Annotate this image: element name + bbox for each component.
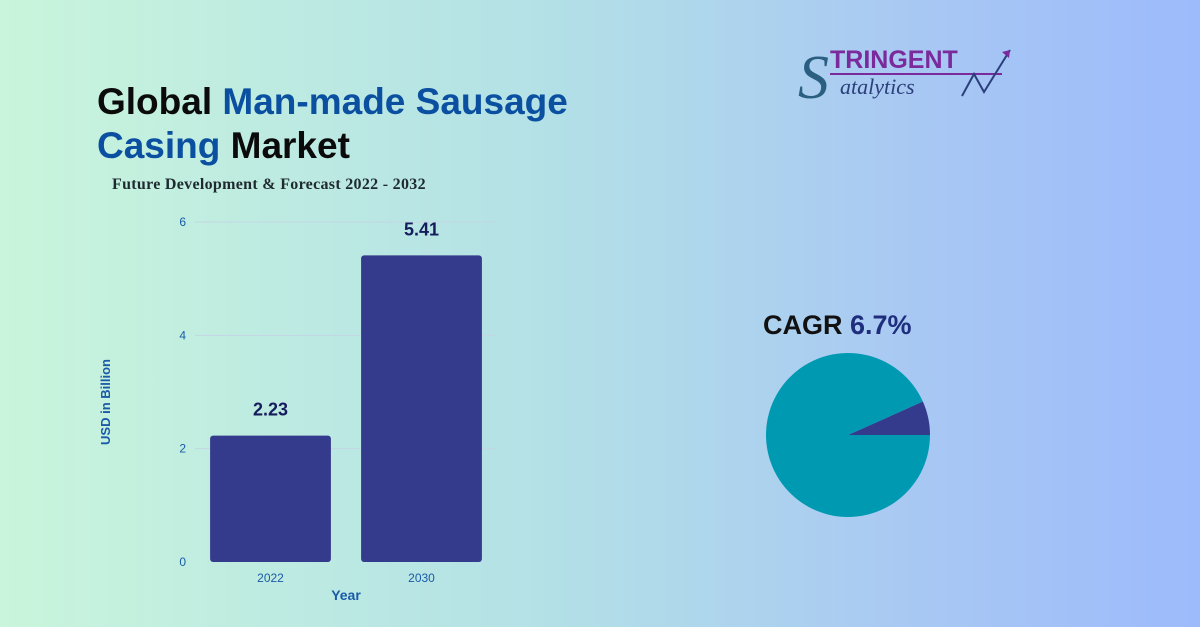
page-title: Global Man-made Sausage Casing Market xyxy=(97,80,657,168)
logo-initial: S xyxy=(798,44,829,110)
cagr-title: CAGR xyxy=(763,310,843,340)
pie-slice xyxy=(766,353,930,517)
logo-arrow-icon xyxy=(1002,50,1010,58)
logo-trend-icon xyxy=(961,49,1011,97)
bar xyxy=(210,435,331,562)
x-tick-label: 2030 xyxy=(408,571,435,585)
bar-chart: 0 2 4 6 2.23 2022 5.41 2030 Year USD in Billion xyxy=(98,215,497,603)
subtitle: Future Development & Forecast 2022 - 203… xyxy=(112,176,426,193)
y-axis-title: USD in Billion xyxy=(98,359,113,445)
cagr-pie-chart xyxy=(766,353,930,517)
y-tick-label: 6 xyxy=(179,215,186,229)
y-tick-label: 2 xyxy=(179,442,186,456)
logo-line2: atalytics xyxy=(840,74,915,99)
y-tick-label: 4 xyxy=(179,328,186,342)
logo-line1: TRINGENT xyxy=(830,46,958,74)
bar-data-label: 2.23 xyxy=(253,400,288,420)
cagr-value: 6.7% xyxy=(850,310,912,340)
y-tick-label: 0 xyxy=(179,555,186,569)
stringent-datalytics-logo: S TRINGENT atalytics xyxy=(798,44,1011,110)
x-tick-label: 2022 xyxy=(257,571,284,585)
x-axis-title: Year xyxy=(331,587,361,603)
bar-data-label: 5.41 xyxy=(404,219,439,239)
title-highlight: Man-made Sausage Casing xyxy=(97,81,568,166)
title-part1: Global xyxy=(97,81,223,122)
pie-slice xyxy=(848,401,930,435)
title-part3: Market xyxy=(220,125,350,166)
bar xyxy=(361,255,482,562)
cagr-label: CAGR 6.7% xyxy=(763,310,912,341)
